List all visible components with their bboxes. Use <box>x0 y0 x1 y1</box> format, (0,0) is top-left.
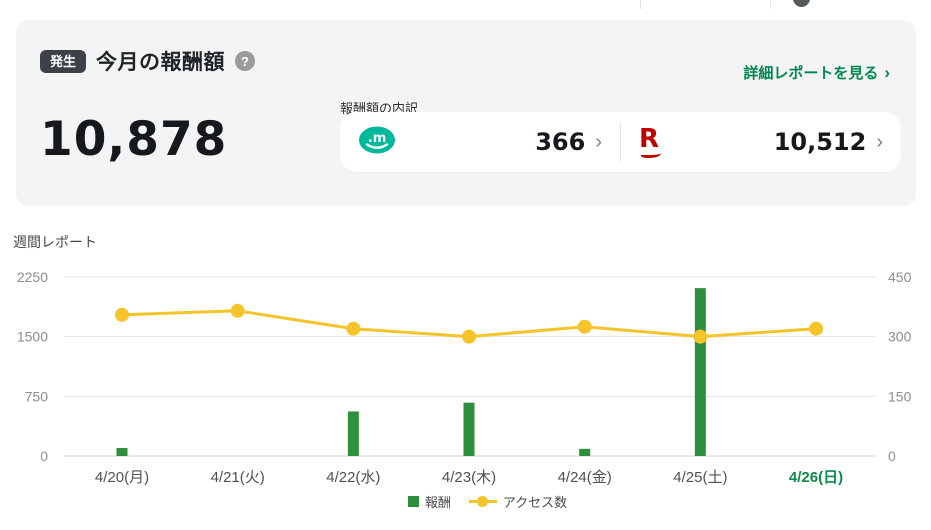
breakdown-pill: .m 366 › R 10,512 › <box>340 112 901 172</box>
moshimo-logo-icon: .m <box>358 125 396 160</box>
breakdown-item-moshimo[interactable]: .m 366 › <box>340 112 620 172</box>
chevron-right-icon: › <box>884 62 890 82</box>
svg-text:0: 0 <box>40 448 48 464</box>
card-header: 発生 今月の報酬額 ? <box>40 46 256 76</box>
rakuten-logo-icon: R <box>639 126 665 158</box>
legend-item-access: アクセス数 <box>468 492 568 511</box>
chevron-right-icon: › <box>595 131 602 153</box>
svg-text:750: 750 <box>25 388 49 404</box>
svg-text:2250: 2250 <box>17 269 48 285</box>
card-title: 今月の報酬額 <box>96 51 226 74</box>
pill-divider <box>620 122 621 162</box>
svg-text:450: 450 <box>888 269 912 285</box>
chevron-right-icon: › <box>876 131 883 153</box>
svg-text:4/21(火): 4/21(火) <box>211 469 265 486</box>
weekly-report-title: 週間レポート <box>13 234 97 250</box>
header-divider <box>640 0 641 9</box>
svg-text:4/25(土): 4/25(土) <box>673 469 727 486</box>
legend-item-reward: 報酬 <box>407 492 451 511</box>
moshimo-amount: 366 <box>535 128 586 156</box>
svg-text:300: 300 <box>888 329 912 345</box>
svg-text:150: 150 <box>888 388 912 404</box>
chart-legend: 報酬 アクセス数 <box>22 492 931 510</box>
monthly-amount: 10,878 <box>40 112 228 167</box>
legend-label-reward: 報酬 <box>424 494 451 510</box>
svg-text:4/22(水): 4/22(水) <box>326 469 380 486</box>
detail-report-link[interactable]: 詳細レポートを見る › <box>743 62 890 83</box>
svg-text:4/23(木): 4/23(木) <box>442 469 496 486</box>
svg-text:4/26(日): 4/26(日) <box>789 469 843 486</box>
breakdown-item-rakuten[interactable]: R 10,512 › <box>621 112 901 172</box>
svg-text:1500: 1500 <box>17 329 48 345</box>
detail-report-link-label: 詳細レポートを見る <box>743 65 879 82</box>
svg-text:4/20(月): 4/20(月) <box>95 469 149 486</box>
rakuten-amount: 10,512 <box>773 128 867 156</box>
legend-label-access: アクセス数 <box>502 494 568 510</box>
header-help-icon[interactable] <box>793 0 810 7</box>
svg-text:4/24(金): 4/24(金) <box>558 469 612 486</box>
svg-text:0: 0 <box>888 448 896 464</box>
weekly-chart-svg: 0 0 750 150 1500 300 2250 450 4/20(月) 4/21(火) 4/22… <box>17 269 912 486</box>
bar-swatch-icon <box>407 495 419 507</box>
help-icon[interactable]: ? <box>235 51 256 71</box>
monthly-reward-card: 発生 今月の報酬額 ? 詳細レポートを見る › 10,878 報酬額の内訳 .m… <box>16 20 916 206</box>
line-swatch-icon <box>468 495 497 507</box>
header-remnant <box>0 0 931 10</box>
header-divider <box>770 0 771 9</box>
status-badge: 発生 <box>40 49 87 73</box>
svg-text:.m: .m <box>368 131 386 146</box>
